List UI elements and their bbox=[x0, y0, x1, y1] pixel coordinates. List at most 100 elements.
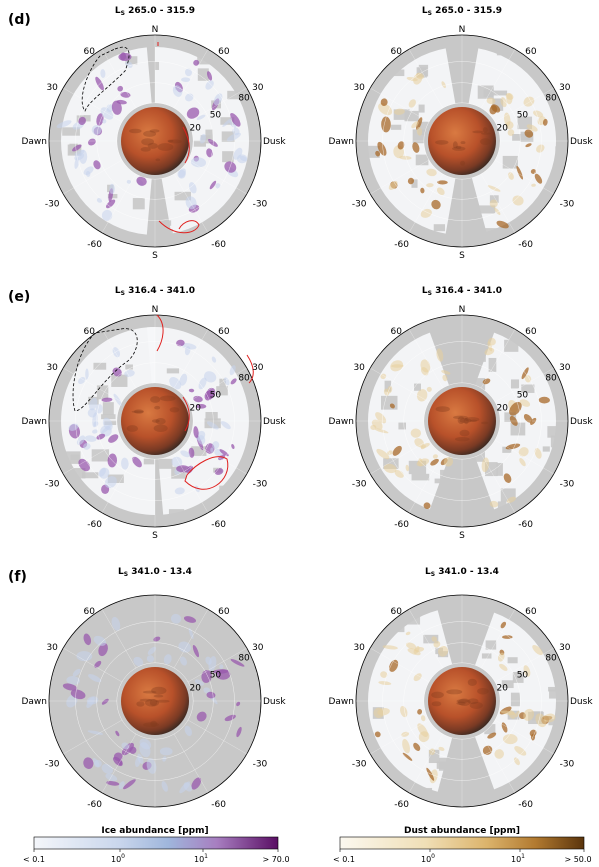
label-lat-m60-right: -60 bbox=[211, 520, 226, 530]
title-d-left: LS 265.0 - 315.9 bbox=[115, 6, 195, 17]
label-lat-m60-left: -60 bbox=[394, 520, 409, 530]
label-dawn: Dawn bbox=[328, 137, 354, 147]
dust-colorbar bbox=[339, 836, 585, 850]
label-dusk: Dusk bbox=[263, 417, 286, 427]
label-lat-30-left: 30 bbox=[353, 363, 365, 373]
label-inner-50: 50 bbox=[517, 111, 529, 121]
title-d-right: LS 265.0 - 315.9 bbox=[422, 6, 502, 17]
dust-tick-10: 101 bbox=[511, 853, 525, 864]
label-lat-m60-right: -60 bbox=[211, 240, 226, 250]
title-e-right: LS 316.4 - 341.0 bbox=[422, 286, 502, 297]
label-inner-50: 50 bbox=[210, 671, 222, 681]
title-f-right: LS 341.0 - 13.4 bbox=[425, 567, 499, 578]
label-inner-20: 20 bbox=[190, 403, 202, 413]
label-north: N bbox=[152, 25, 159, 35]
label-dawn: Dawn bbox=[21, 137, 47, 147]
label-lat-m60-left: -60 bbox=[87, 240, 102, 250]
label-lat-m30-left: -30 bbox=[352, 760, 367, 770]
label-lat-m30-left: -30 bbox=[45, 480, 60, 490]
label-lat-m30-right: -30 bbox=[253, 480, 268, 490]
label-lat-60-right: 60 bbox=[218, 327, 230, 337]
label-lat-30-right: 30 bbox=[252, 83, 264, 93]
label-lat-60-left: 60 bbox=[391, 47, 403, 57]
label-inner-80: 80 bbox=[545, 94, 557, 104]
label-lat-60-left: 60 bbox=[84, 47, 96, 57]
title-e-left: LS 316.4 - 341.0 bbox=[115, 286, 195, 297]
mars-globe bbox=[428, 667, 496, 735]
label-lat-m30-left: -30 bbox=[45, 200, 60, 210]
ice-tick-min: < 0.1 bbox=[23, 855, 45, 864]
label-south: S bbox=[152, 531, 158, 541]
label-lat-30-left: 30 bbox=[46, 643, 58, 653]
label-inner-50: 50 bbox=[517, 391, 529, 401]
label-lat-m30-left: -30 bbox=[45, 760, 60, 770]
label-inner-50: 50 bbox=[517, 671, 529, 681]
polar-panel-ice-d: N S Dawn Dusk 60 30 -30 -60 60 30 -30 -60 80 50 20 bbox=[21, 25, 286, 261]
label-dawn: Dawn bbox=[328, 697, 354, 707]
label-lat-m60-left: -60 bbox=[87, 520, 102, 530]
label-lat-60-right: 60 bbox=[525, 47, 537, 57]
label-lat-30-left: 30 bbox=[353, 83, 365, 93]
mars-globe bbox=[121, 667, 189, 735]
label-inner-80: 80 bbox=[238, 654, 250, 664]
dust-colorbar-ticks: < 0.1 100 101 > 50.0 bbox=[333, 849, 592, 864]
label-lat-30-right: 30 bbox=[252, 643, 264, 653]
abundance-contours bbox=[72, 314, 254, 490]
label-lat-60-right: 60 bbox=[525, 607, 537, 617]
mars-globe bbox=[121, 387, 189, 455]
label-inner-20: 20 bbox=[190, 123, 202, 133]
label-inner-50: 50 bbox=[210, 111, 222, 121]
label-north: N bbox=[152, 305, 159, 315]
label-lat-m30-right: -30 bbox=[560, 760, 575, 770]
panel-letter-e: (e) bbox=[8, 289, 30, 305]
label-inner-80: 80 bbox=[545, 374, 557, 384]
abundance-contours bbox=[81, 42, 200, 234]
dust-tick-max: > 50.0 bbox=[564, 855, 591, 864]
label-lat-60-left: 60 bbox=[84, 327, 96, 337]
label-south: S bbox=[459, 251, 465, 261]
label-lat-60-left: 60 bbox=[84, 607, 96, 617]
ice-colorbar-ticks: < 0.1 100 101 > 70.0 bbox=[23, 849, 290, 864]
polar-panel-dust-e: N S Dawn Dusk 60 30 -30 -60 60 30 -30 -60 80 50 20 bbox=[328, 305, 593, 541]
label-inner-20: 20 bbox=[497, 403, 509, 413]
label-lat-m60-right: -60 bbox=[211, 800, 226, 810]
ice-colorbar-label: Ice abundance [ppm] bbox=[101, 826, 208, 836]
label-south: S bbox=[152, 251, 158, 261]
label-lat-30-right: 30 bbox=[559, 83, 571, 93]
label-inner-80: 80 bbox=[238, 94, 250, 104]
observation-coverage bbox=[367, 332, 561, 511]
label-lat-30-left: 30 bbox=[46, 363, 58, 373]
label-lat-m60-left: -60 bbox=[394, 800, 409, 810]
label-dawn: Dawn bbox=[21, 697, 47, 707]
label-lat-m30-right: -30 bbox=[253, 200, 268, 210]
label-lat-30-left: 30 bbox=[353, 643, 365, 653]
mars-globe bbox=[428, 107, 496, 175]
label-inner-80: 80 bbox=[238, 374, 250, 384]
mars-globe bbox=[428, 387, 496, 455]
ice-tick-1: 100 bbox=[111, 853, 125, 864]
label-lat-60-right: 60 bbox=[218, 47, 230, 57]
label-lat-m30-left: -30 bbox=[352, 200, 367, 210]
ice-tick-10: 101 bbox=[194, 853, 208, 864]
label-inner-20: 20 bbox=[497, 123, 509, 133]
label-lat-30-left: 30 bbox=[46, 83, 58, 93]
polar-panel-ice-f: Dawn Dusk 60 30 -30 -60 60 30 -30 -60 80 50 20 bbox=[21, 594, 286, 810]
label-lat-30-right: 30 bbox=[559, 363, 571, 373]
panel-letter-d: (d) bbox=[8, 12, 31, 28]
label-lat-m60-left: -60 bbox=[87, 800, 102, 810]
panel-letter-f: (f) bbox=[8, 569, 27, 585]
ice-colorbar bbox=[33, 836, 279, 850]
label-inner-20: 20 bbox=[497, 683, 509, 693]
label-lat-m30-left: -30 bbox=[352, 480, 367, 490]
observation-coverage bbox=[58, 612, 245, 794]
label-dusk: Dusk bbox=[570, 697, 593, 707]
label-south: S bbox=[459, 531, 465, 541]
dust-tick-1: 100 bbox=[421, 853, 435, 864]
label-lat-60-left: 60 bbox=[391, 327, 403, 337]
label-lat-30-right: 30 bbox=[252, 363, 264, 373]
label-north: N bbox=[459, 25, 466, 35]
polar-panel-dust-f: Dawn Dusk 60 30 -30 -60 60 30 -30 -60 80 50 20 bbox=[328, 594, 593, 810]
label-north: N bbox=[459, 305, 466, 315]
ice-tick-max: > 70.0 bbox=[262, 855, 289, 864]
